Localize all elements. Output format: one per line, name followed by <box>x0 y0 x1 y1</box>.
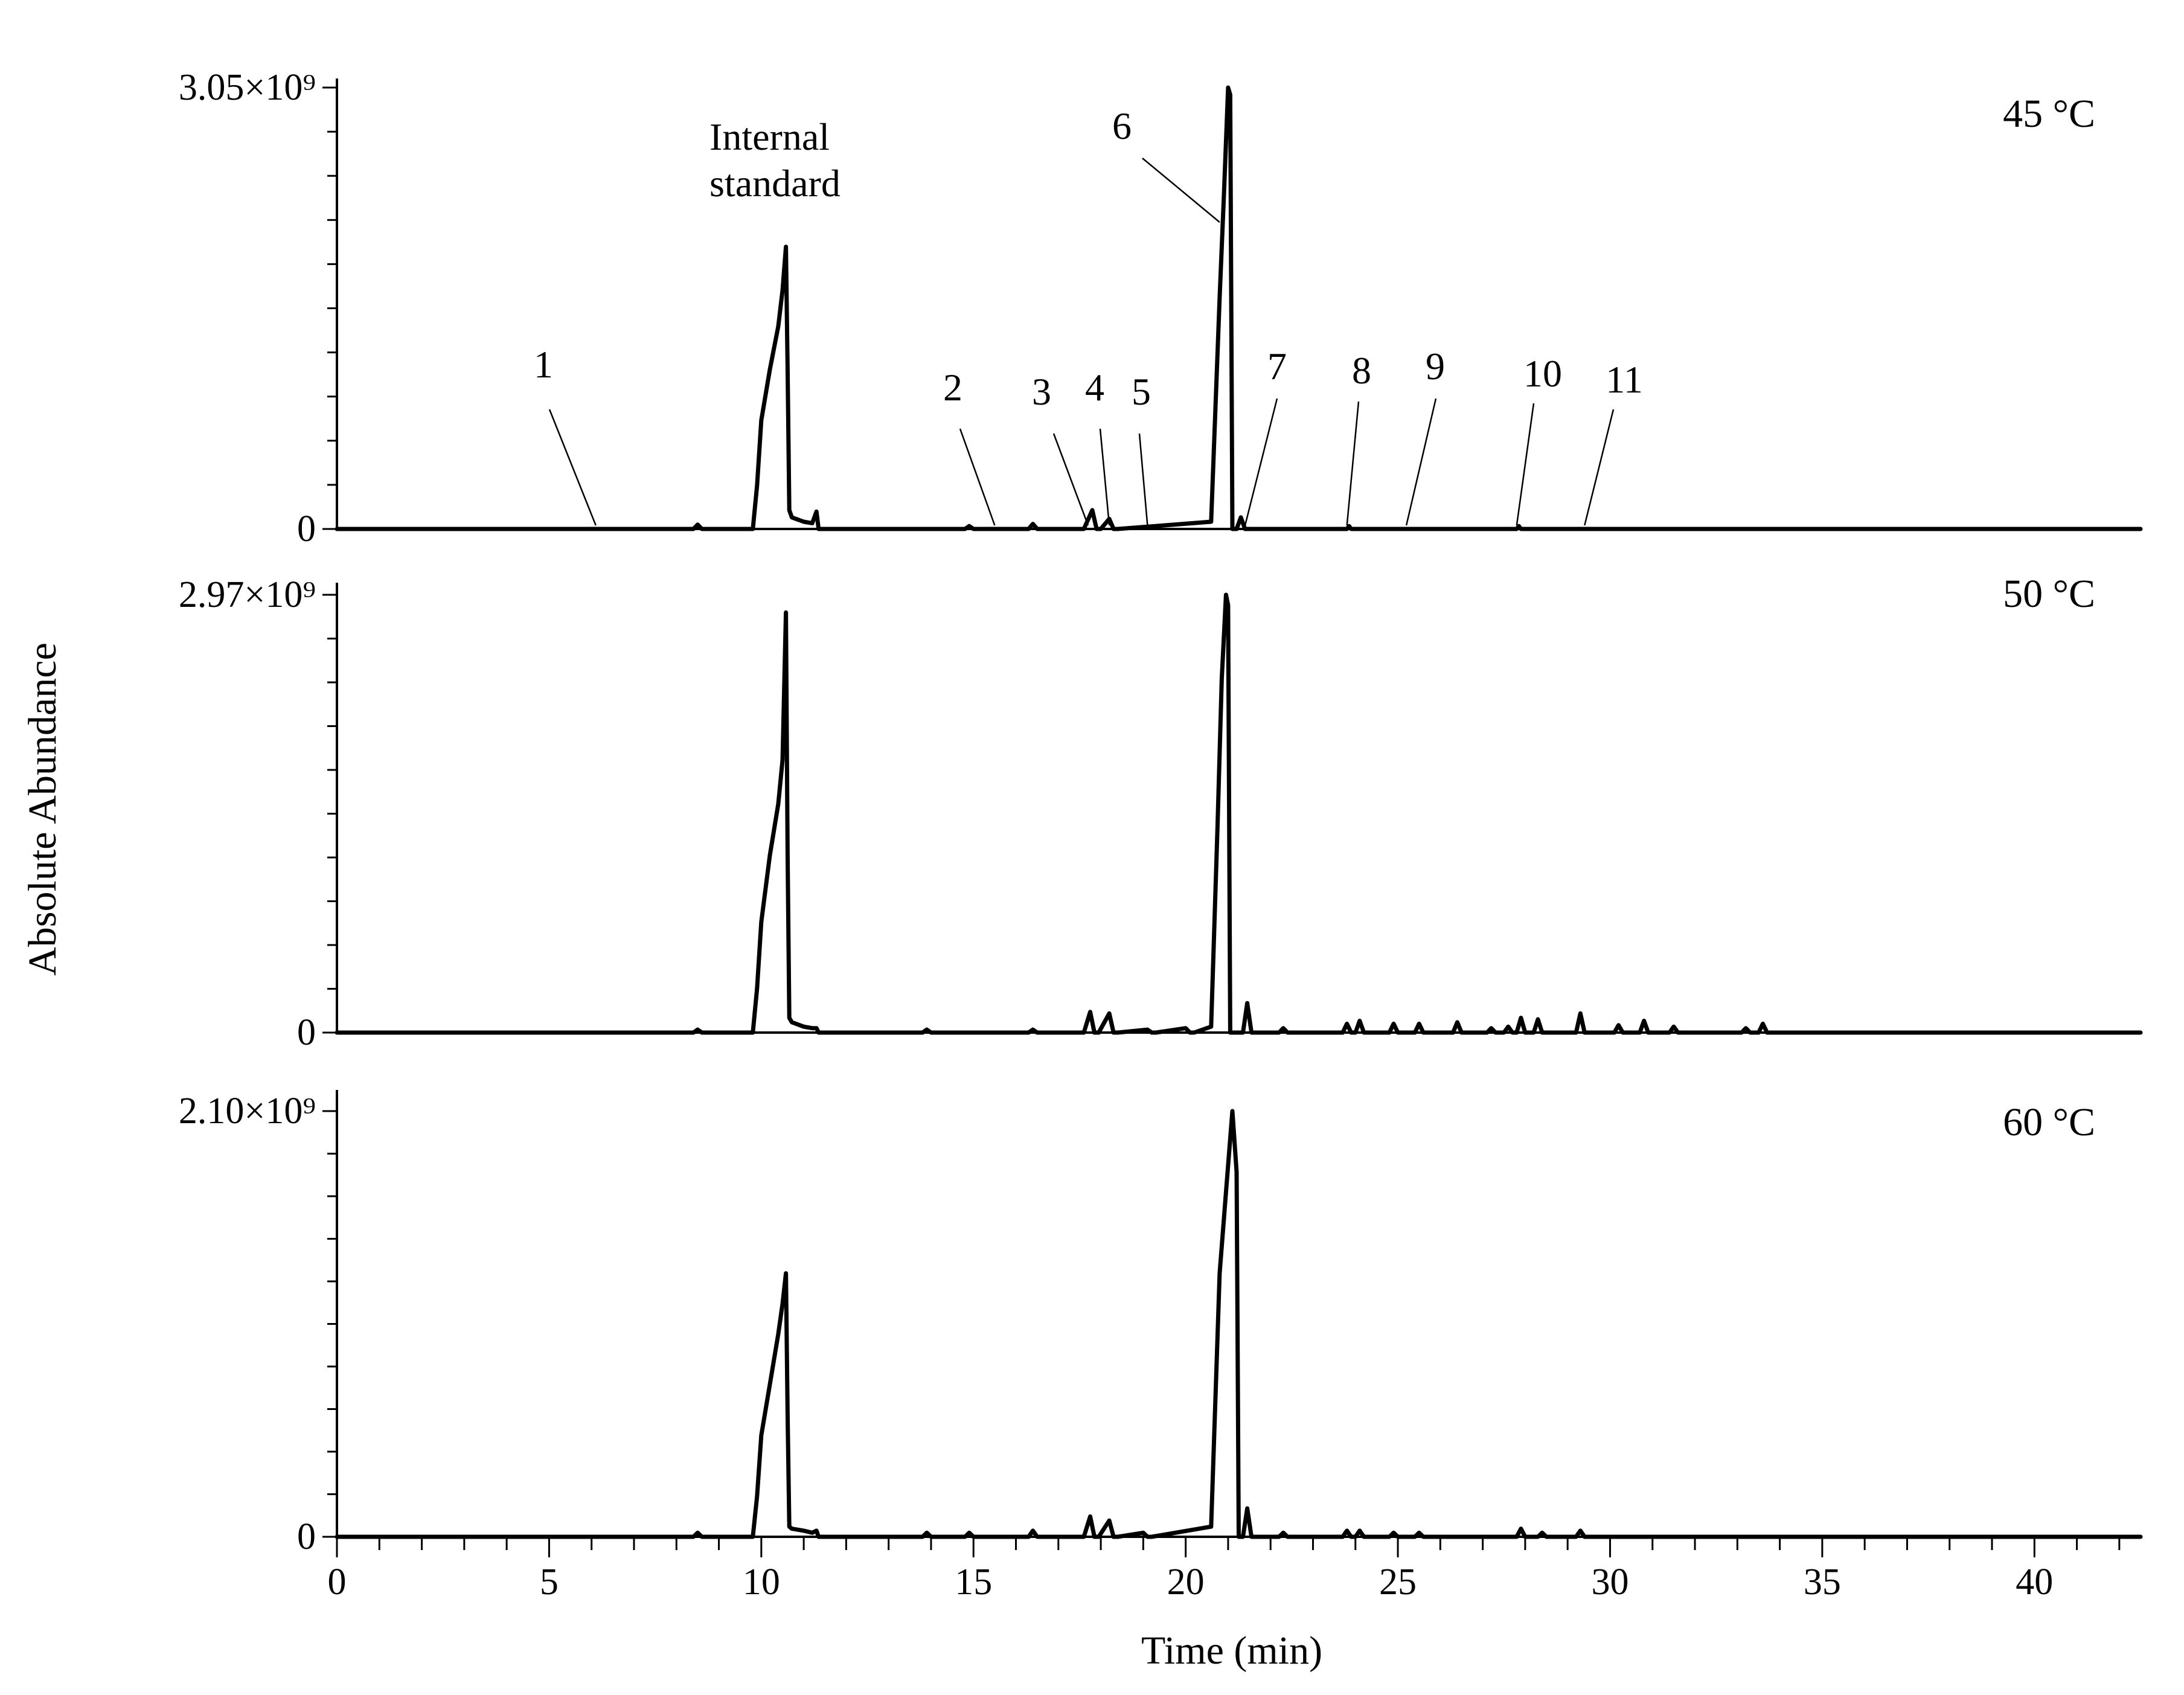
x-axis: 0 5 10 15 20 25 30 35 40 <box>328 1537 2121 1603</box>
x-tick-label: 10 <box>743 1562 780 1603</box>
peak-label: 10 <box>1523 352 1562 395</box>
peak-label: 7 <box>1267 345 1287 388</box>
peak-label: 5 <box>1132 370 1151 413</box>
chromatogram-trace <box>335 1109 2143 1539</box>
x-tick-label: 5 <box>540 1562 559 1603</box>
internal-standard-label: Internal <box>709 115 830 158</box>
y-tick-label-max: 2.97×10⁹ <box>179 574 316 615</box>
y-tick-label-max: 3.05×10⁹ <box>179 67 316 108</box>
peak-label: 3 <box>1032 370 1051 413</box>
x-tick-label: 40 <box>2016 1562 2053 1603</box>
x-axis-label: Time (min) <box>1141 1629 1322 1673</box>
x-tick-label: 0 <box>328 1562 347 1603</box>
chromatogram-trace <box>335 592 2143 1035</box>
peak-leader-line <box>1138 433 1148 526</box>
panel-2: 0 2.10×10⁹ 60 °C <box>179 1090 2143 1557</box>
peak-leader-line <box>959 428 996 526</box>
peak-leader-line <box>1346 401 1360 526</box>
peak-label: 4 <box>1085 366 1104 409</box>
y-tick-label-zero: 0 <box>297 1012 316 1053</box>
internal-standard-label: standard <box>709 162 841 205</box>
peak-label: 11 <box>1606 358 1643 401</box>
peak-label: 6 <box>1112 104 1132 147</box>
x-tick-label: 30 <box>1591 1562 1628 1603</box>
peak-leader-line <box>1244 398 1278 526</box>
x-tick-label: 35 <box>1804 1562 1841 1603</box>
y-axis-label: Absolute Abundance <box>21 642 65 976</box>
panel-temperature-label: 45 °C <box>2003 92 2095 136</box>
y-tick-label-zero: 0 <box>297 1516 316 1557</box>
x-tick-label: 25 <box>1379 1562 1417 1603</box>
peak-label: 2 <box>943 366 962 409</box>
peak-leader-line <box>1516 403 1535 526</box>
x-tick-label: 15 <box>955 1562 992 1603</box>
y-tick-label-zero: 0 <box>297 508 316 550</box>
peak-label: 8 <box>1352 349 1371 392</box>
peak-label: 1 <box>534 343 553 386</box>
peak-leader-line <box>1052 433 1089 526</box>
panel-1: 0 2.97×10⁹ 50 °C <box>179 572 2143 1053</box>
peak-leader-line <box>548 409 597 526</box>
chromatogram-trace <box>335 85 2143 531</box>
peak-label: 9 <box>1426 345 1445 388</box>
peak-leader-line <box>1584 409 1615 526</box>
x-tick-label: 20 <box>1167 1562 1205 1603</box>
panel-0: 0 3.05×10⁹ 45 °C <box>179 67 2143 550</box>
peak-leader-line <box>1142 158 1220 223</box>
y-tick-label-max: 2.10×10⁹ <box>179 1091 316 1132</box>
peak-leader-line <box>1405 398 1437 526</box>
panel-temperature-label: 60 °C <box>2003 1100 2095 1144</box>
peak-leader-line <box>1099 428 1110 526</box>
panel-temperature-label: 50 °C <box>2003 572 2095 616</box>
